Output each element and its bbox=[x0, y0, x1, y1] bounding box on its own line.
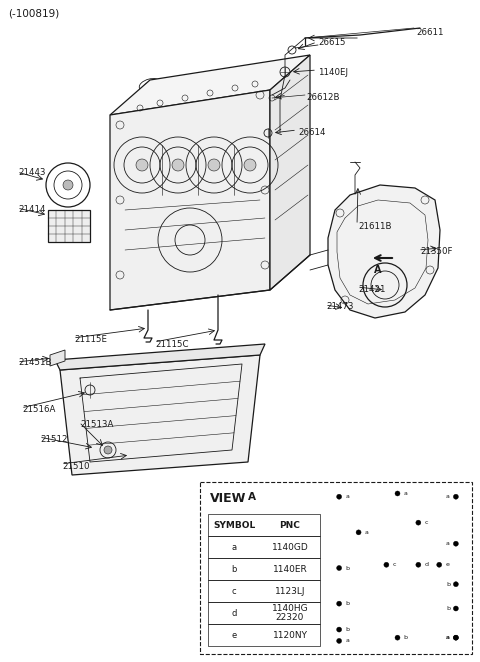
Text: a: a bbox=[365, 530, 369, 535]
Text: VIEW: VIEW bbox=[210, 492, 246, 505]
Text: c: c bbox=[232, 587, 236, 596]
Text: 21473: 21473 bbox=[326, 302, 353, 311]
Circle shape bbox=[395, 491, 400, 496]
Circle shape bbox=[336, 601, 342, 606]
Text: a: a bbox=[404, 491, 408, 496]
Text: 21611B: 21611B bbox=[358, 222, 392, 231]
Text: a: a bbox=[446, 542, 450, 546]
Text: a: a bbox=[446, 495, 450, 499]
Polygon shape bbox=[270, 55, 310, 290]
Text: 26612B: 26612B bbox=[306, 93, 339, 102]
Text: d: d bbox=[231, 608, 237, 618]
Polygon shape bbox=[110, 90, 270, 310]
Circle shape bbox=[437, 562, 442, 567]
Circle shape bbox=[454, 582, 458, 587]
Circle shape bbox=[63, 180, 73, 190]
Text: 1140HG
22320: 1140HG 22320 bbox=[272, 604, 308, 622]
Text: a: a bbox=[446, 635, 450, 640]
Circle shape bbox=[172, 159, 184, 171]
Circle shape bbox=[356, 530, 361, 535]
Text: d: d bbox=[424, 562, 428, 567]
Text: a: a bbox=[446, 635, 450, 640]
Polygon shape bbox=[50, 350, 65, 366]
Text: a: a bbox=[345, 638, 349, 643]
FancyBboxPatch shape bbox=[200, 482, 472, 654]
Text: A: A bbox=[248, 492, 256, 502]
Text: b: b bbox=[231, 565, 237, 573]
Text: c: c bbox=[393, 562, 396, 567]
Text: 26615: 26615 bbox=[318, 38, 346, 47]
Circle shape bbox=[136, 159, 148, 171]
Text: b: b bbox=[345, 565, 349, 571]
Circle shape bbox=[454, 542, 458, 546]
Text: 26611: 26611 bbox=[416, 28, 444, 37]
Text: (-100819): (-100819) bbox=[8, 8, 59, 18]
Text: SYMBOL: SYMBOL bbox=[213, 520, 255, 530]
Text: 21350F: 21350F bbox=[420, 247, 453, 256]
Text: e: e bbox=[231, 630, 237, 639]
Text: a: a bbox=[345, 495, 349, 499]
Text: 21414: 21414 bbox=[18, 205, 46, 214]
Polygon shape bbox=[55, 344, 265, 370]
Circle shape bbox=[454, 495, 458, 499]
Text: 1140EJ: 1140EJ bbox=[318, 68, 348, 77]
Text: a: a bbox=[231, 542, 237, 551]
Text: 21451B: 21451B bbox=[18, 358, 51, 367]
Text: e: e bbox=[445, 562, 449, 567]
Text: A: A bbox=[374, 265, 382, 275]
Text: PNC: PNC bbox=[279, 520, 300, 530]
Text: 21115C: 21115C bbox=[155, 340, 189, 349]
Text: b: b bbox=[345, 627, 349, 632]
Text: 1120NY: 1120NY bbox=[273, 630, 308, 639]
Text: 26614: 26614 bbox=[298, 128, 325, 137]
Circle shape bbox=[336, 565, 342, 571]
Polygon shape bbox=[110, 55, 310, 115]
Circle shape bbox=[454, 635, 458, 640]
Circle shape bbox=[244, 159, 256, 171]
Text: b: b bbox=[446, 606, 450, 611]
Polygon shape bbox=[328, 185, 440, 318]
Circle shape bbox=[104, 446, 112, 454]
Text: 21421: 21421 bbox=[358, 285, 385, 294]
Circle shape bbox=[454, 606, 458, 611]
Circle shape bbox=[336, 627, 342, 632]
Text: 21115E: 21115E bbox=[74, 335, 107, 344]
Text: 1123LJ: 1123LJ bbox=[275, 587, 305, 596]
Text: 21512: 21512 bbox=[40, 435, 68, 444]
Text: 21443: 21443 bbox=[18, 168, 46, 177]
Circle shape bbox=[416, 562, 421, 567]
Text: 21513A: 21513A bbox=[80, 420, 113, 429]
Circle shape bbox=[454, 635, 458, 640]
Text: b: b bbox=[446, 582, 450, 587]
Text: 1140GD: 1140GD bbox=[272, 542, 308, 551]
Circle shape bbox=[416, 520, 421, 525]
Circle shape bbox=[208, 159, 220, 171]
Text: b: b bbox=[404, 635, 408, 640]
Circle shape bbox=[336, 638, 342, 643]
FancyBboxPatch shape bbox=[48, 210, 90, 242]
Text: 21510: 21510 bbox=[62, 462, 89, 471]
Circle shape bbox=[395, 635, 400, 640]
Circle shape bbox=[384, 562, 389, 567]
Text: b: b bbox=[345, 601, 349, 606]
Text: 21516A: 21516A bbox=[22, 405, 55, 414]
Circle shape bbox=[336, 495, 342, 499]
Text: 1140ER: 1140ER bbox=[273, 565, 307, 573]
Text: c: c bbox=[425, 520, 428, 525]
Polygon shape bbox=[60, 355, 260, 475]
